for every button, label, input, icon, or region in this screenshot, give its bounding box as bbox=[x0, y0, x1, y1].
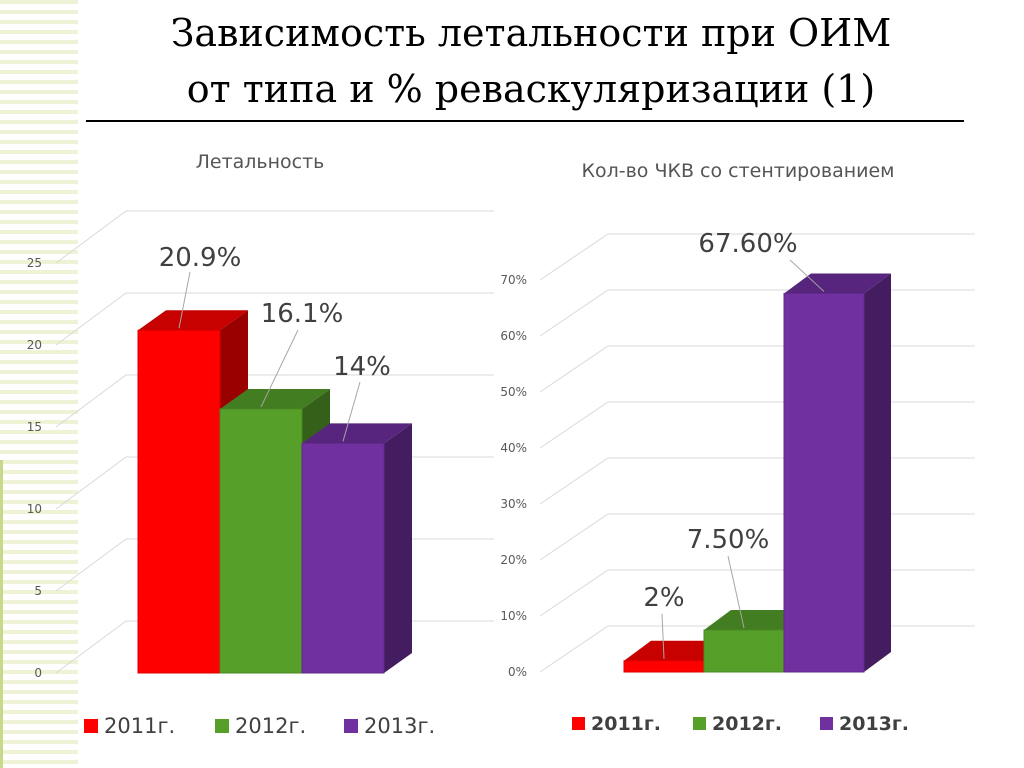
chart-title: Летальность bbox=[196, 151, 325, 173]
slide-title-line-2: от типа и % реваскуляризации (1) bbox=[186, 67, 876, 111]
y-tick-label: 40% bbox=[500, 441, 527, 455]
chart-title: Кол-во ЧКВ со стентированием bbox=[581, 160, 894, 182]
gridline bbox=[55, 210, 494, 264]
y-tick-label: 30% bbox=[500, 497, 527, 511]
legend-label: 2013г. bbox=[364, 714, 435, 738]
gridline bbox=[55, 374, 494, 428]
bar-side bbox=[384, 423, 412, 673]
y-tick-label: 70% bbox=[500, 273, 527, 287]
y-tick-label: 15 bbox=[27, 420, 42, 434]
decorative-edge bbox=[0, 460, 3, 768]
legend-swatch bbox=[344, 719, 358, 733]
data-label-leader bbox=[342, 381, 361, 442]
y-tick-label: 10% bbox=[500, 609, 527, 623]
y-tick-label: 5 bbox=[34, 584, 42, 598]
bar-top bbox=[220, 388, 330, 409]
legend-swatch bbox=[215, 719, 229, 733]
y-tick-label: 50% bbox=[500, 385, 527, 399]
gridline bbox=[539, 289, 975, 337]
bar-top bbox=[302, 423, 412, 444]
gridline bbox=[539, 345, 975, 393]
data-label: 7.50% bbox=[687, 525, 770, 555]
bar bbox=[137, 329, 221, 674]
y-tick-label: 10 bbox=[27, 502, 42, 516]
data-label: 16.1% bbox=[261, 299, 344, 329]
data-label: 67.60% bbox=[698, 229, 797, 259]
legend-label: 2013г. bbox=[839, 713, 909, 735]
slide-title-line-1: Зависимость летальности при ОИМ bbox=[170, 11, 892, 55]
bar bbox=[703, 629, 785, 673]
bar bbox=[783, 292, 865, 673]
y-tick-label: 20 bbox=[27, 338, 42, 352]
bar-top bbox=[784, 273, 891, 294]
gridline bbox=[539, 457, 975, 505]
data-label: 20.9% bbox=[159, 243, 242, 273]
legend-label: 2011г. bbox=[104, 714, 175, 738]
legend-swatch bbox=[572, 717, 585, 730]
bar-side bbox=[864, 273, 891, 672]
gridline bbox=[539, 401, 975, 449]
data-label-leader bbox=[260, 329, 299, 408]
legend-swatch bbox=[84, 719, 98, 733]
y-tick-label: 25 bbox=[27, 256, 42, 270]
y-tick-label: 20% bbox=[500, 553, 527, 567]
legend-label: 2011г. bbox=[591, 713, 661, 735]
y-tick-label: 60% bbox=[500, 329, 527, 343]
y-tick-label: 0 bbox=[34, 666, 42, 680]
bar bbox=[219, 408, 303, 674]
title-divider bbox=[86, 120, 964, 122]
bar-top bbox=[138, 310, 248, 331]
data-label-leader bbox=[178, 271, 191, 329]
gridline bbox=[539, 569, 975, 617]
data-label: 14% bbox=[333, 352, 391, 382]
gridline bbox=[539, 233, 975, 281]
gridline bbox=[55, 292, 494, 346]
y-tick-label: 0% bbox=[508, 665, 527, 679]
bar bbox=[301, 442, 385, 674]
legend-label: 2012г. bbox=[712, 713, 782, 735]
data-label-leader bbox=[727, 555, 745, 629]
bar bbox=[623, 660, 705, 673]
data-label-leader bbox=[789, 259, 825, 292]
legend-label: 2012г. bbox=[235, 714, 306, 738]
data-label: 2% bbox=[643, 583, 684, 613]
legend-swatch bbox=[693, 717, 706, 730]
data-label-leader bbox=[661, 613, 665, 659]
legend-swatch bbox=[820, 717, 833, 730]
decorative-stripes bbox=[0, 0, 78, 768]
